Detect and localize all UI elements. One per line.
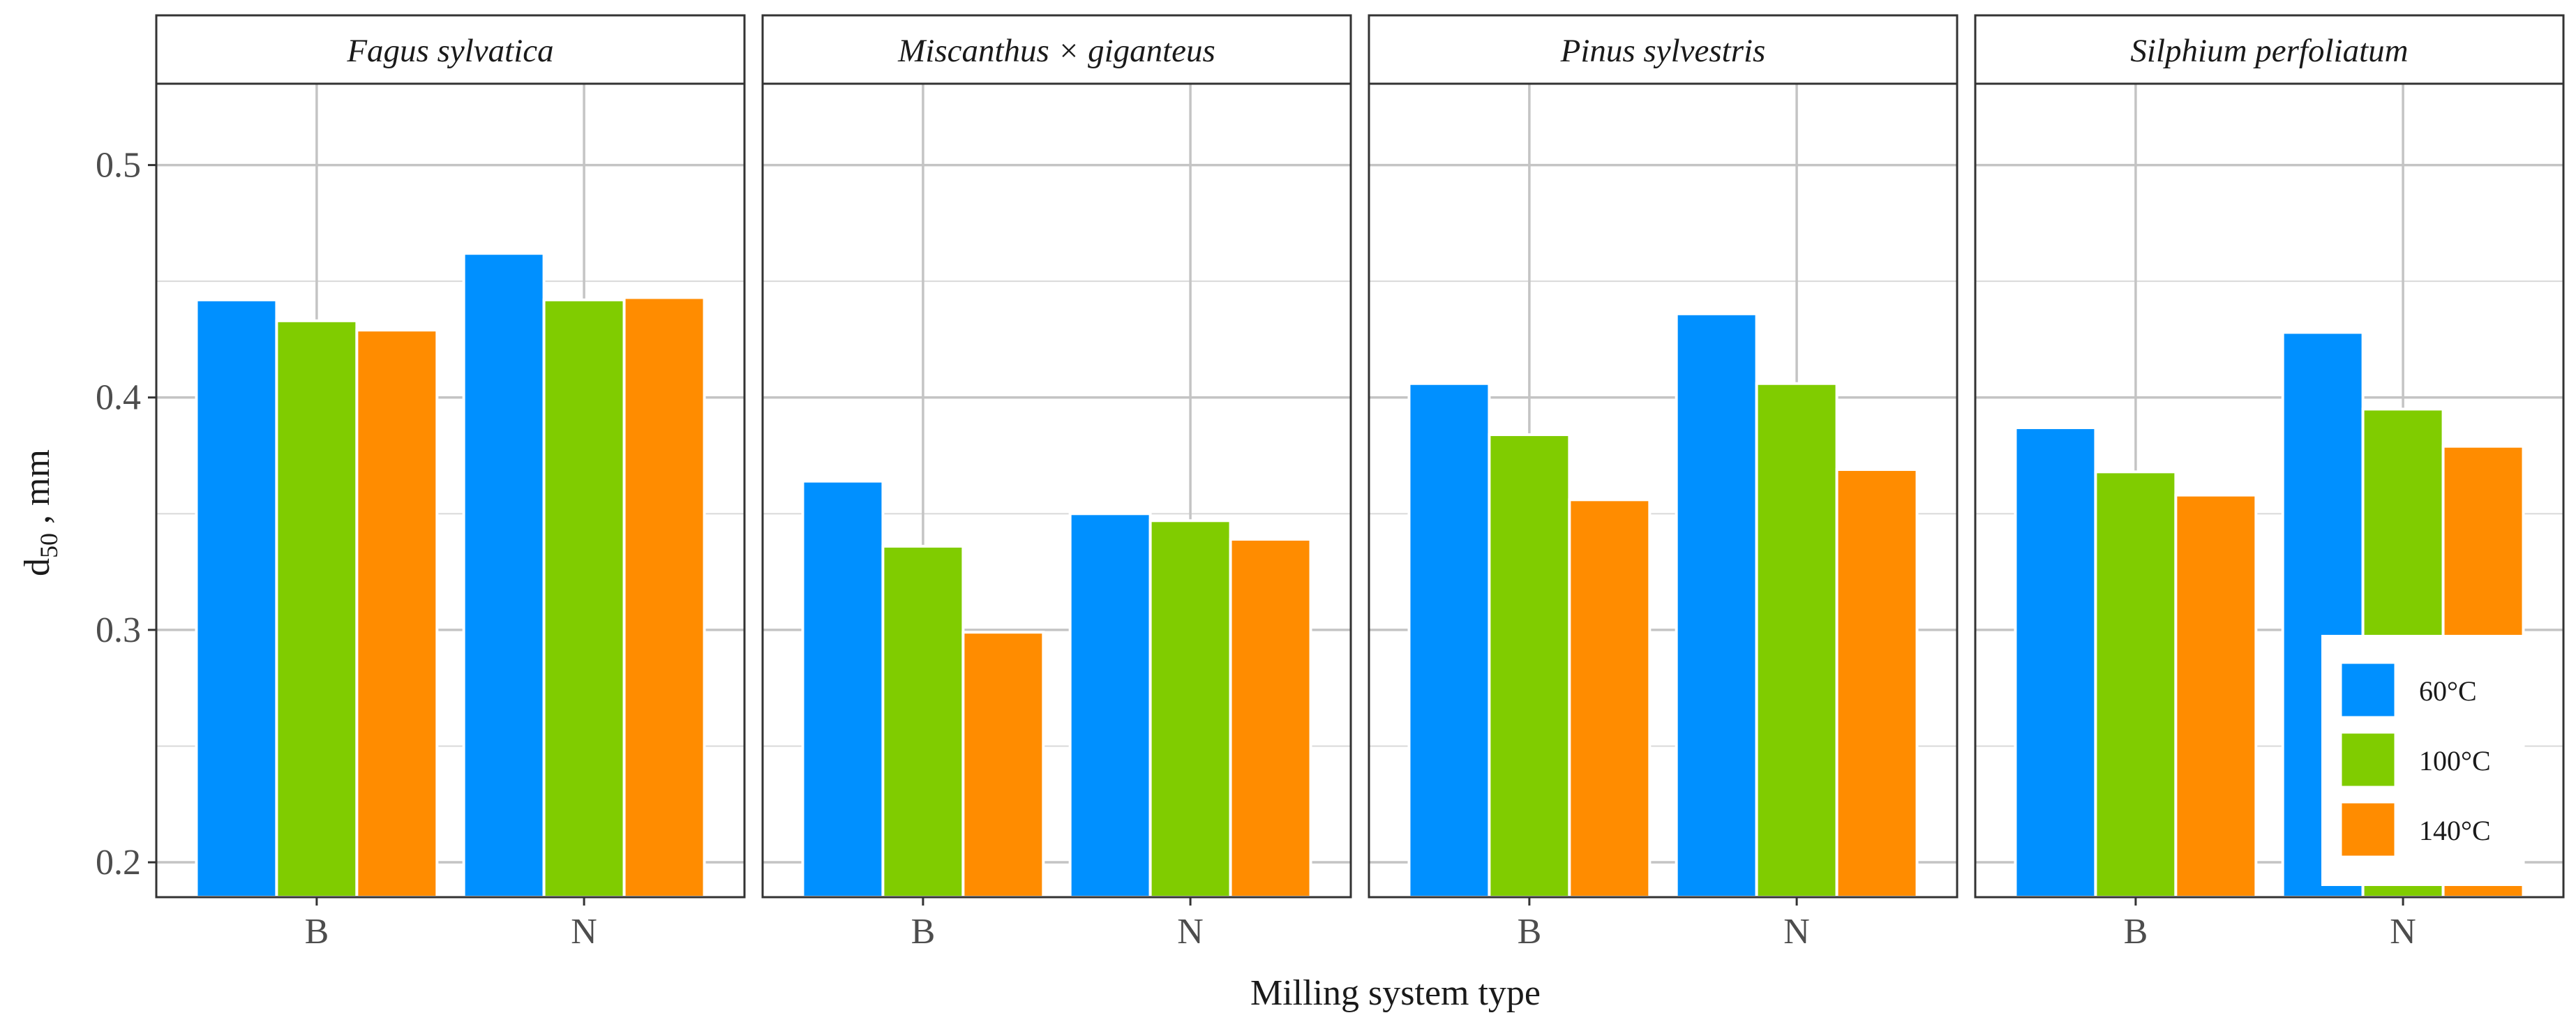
facet-strip-title: Silphium perfoliatum [2130,33,2408,69]
panel-border [1368,82,1959,899]
x-tick-label: N [1783,912,1810,952]
bar-100°C-B [881,544,965,899]
bar-60°C-B [1407,382,1491,899]
bar-100°C-B [1488,433,1571,899]
facet-strip [1368,14,1959,85]
x-tick-label: B [305,912,329,952]
facet-panel-1: Fagus sylvatica [155,14,746,899]
y-tick-label: 0.4 [96,378,141,418]
x-axis-title: Milling system type [1250,973,1541,1013]
facet-panel-3: Pinus sylvestris [1368,14,1959,899]
legend-label: 100°C [2419,745,2491,776]
x-tick-label: N [1177,912,1204,952]
x-tick-label: B [911,912,936,952]
legend-label: 140°C [2419,815,2491,846]
panel-border [155,82,746,899]
y-tick-label: 0.5 [96,146,141,186]
bar-140°C-N [622,296,706,899]
x-tick-label: N [2390,912,2416,952]
facet-strip [155,14,746,85]
legend-key [2339,661,2397,719]
legend-key [2339,731,2397,788]
facet-strip-title: Pinus sylvestris [1560,33,1766,69]
bar-60°C-N [1675,312,1758,899]
y-axis-title-unit: , mm [17,449,57,533]
bar-60°C-B [195,298,278,899]
facet-strip-title: Miscanthus × giganteus [897,33,1215,69]
bar-60°C-N [1068,512,1152,899]
facet-strip-title: Fagus sylvatica [346,33,553,69]
panel-border [1974,82,2565,899]
x-tick-label: N [571,912,597,952]
bar-100°C-B [275,319,359,899]
y-tick-label: 0.3 [96,610,141,650]
x-tick-label: B [2124,912,2148,952]
bar-140°C-N [1229,537,1312,899]
bar-140°C-B [355,329,439,899]
facet-strip [1974,14,2565,85]
panel-border [761,82,1352,899]
bar-100°C-N [542,298,626,899]
bar-140°C-N [1835,468,1919,899]
x-tick-label: B [1518,912,1542,952]
facet-panel-2: Miscanthus × giganteus [761,14,1352,899]
y-axis-title-subscript: 50 [35,533,63,558]
bar-100°C-N [1755,382,1839,899]
bar-60°C-N [462,252,546,899]
bar-60°C-B [801,479,885,899]
bar-60°C-B [2014,426,2097,899]
legend-label: 60°C [2419,675,2477,707]
bar-140°C-B [961,631,1045,899]
bar-140°C-B [2174,493,2258,899]
y-tick-label: 0.2 [96,843,141,883]
y-axis-title-main: d [17,558,57,576]
y-axis-title: d50 , mm [17,449,63,576]
bar-100°C-N [1148,519,1232,899]
legend-key [2339,801,2397,858]
bar-140°C-B [1568,498,1652,899]
bar-100°C-B [2094,470,2178,899]
